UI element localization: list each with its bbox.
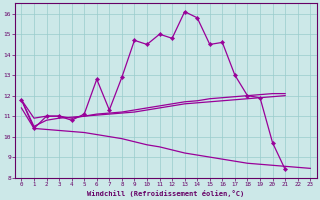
X-axis label: Windchill (Refroidissement éolien,°C): Windchill (Refroidissement éolien,°C) — [87, 190, 244, 197]
